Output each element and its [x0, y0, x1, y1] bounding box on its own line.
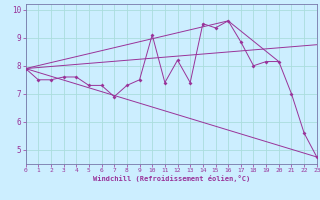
X-axis label: Windchill (Refroidissement éolien,°C): Windchill (Refroidissement éolien,°C) — [92, 175, 250, 182]
